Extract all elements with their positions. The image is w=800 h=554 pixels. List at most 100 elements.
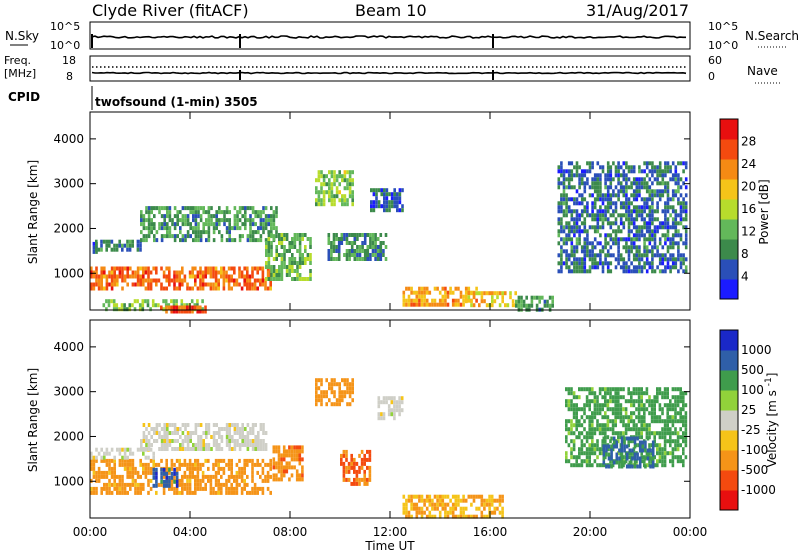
- power-cell-13: [627, 209, 631, 214]
- velocity-cell-9: [596, 455, 599, 460]
- velocity-cell-0: [123, 482, 127, 487]
- velocity-cell-3: [246, 435, 250, 439]
- power-cell-13: [570, 217, 574, 222]
- power-cell-13: [617, 245, 620, 250]
- velocity-cell-0: [264, 478, 267, 483]
- power-cell-5: [145, 210, 148, 215]
- power-cell-13: [630, 165, 633, 170]
- velocity-cell-0: [212, 490, 215, 495]
- power-cell-13: [599, 193, 602, 198]
- velocity-cell-9: [596, 399, 599, 404]
- power-cell-13: [612, 177, 615, 182]
- power-cell-0: [110, 266, 114, 271]
- velocity-cell-3: [228, 447, 231, 451]
- velocity-cell-3: [192, 447, 195, 451]
- power-cell-12: [538, 299, 541, 304]
- velocity-cell-6: [355, 461, 359, 466]
- power-cell-0: [162, 270, 166, 275]
- velocity-cell-3: [160, 443, 164, 447]
- velocity-cell-3: [264, 447, 268, 451]
- power-cell-4: [110, 247, 114, 252]
- power-cell-0: [222, 278, 226, 283]
- power-cell-13: [614, 173, 618, 178]
- power-cell-13: [606, 201, 610, 206]
- velocity-cell-0: [144, 474, 148, 479]
- velocity-cell-0: [157, 482, 161, 487]
- velocity-colorbar-label-tail: ]: [765, 373, 779, 378]
- power-cell-0: [105, 278, 109, 283]
- velocity-cell-3: [142, 447, 146, 451]
- power-cell-7: [328, 178, 331, 183]
- power-cell-2: [196, 305, 199, 310]
- power-cell-11: [480, 299, 484, 304]
- power-cell-12: [546, 303, 549, 308]
- power-cell-13: [614, 233, 618, 238]
- velocity-cell-0: [209, 478, 213, 483]
- power-cell-0: [201, 286, 205, 291]
- velocity-cell-7: [393, 412, 396, 417]
- power-cell-9: [390, 204, 394, 209]
- power-cell-4: [113, 247, 116, 252]
- power-cell-0: [121, 278, 124, 283]
- velocity-cell-7: [390, 412, 394, 417]
- power-cell-13: [562, 177, 566, 182]
- velocity-cell-0: [214, 490, 218, 495]
- power-cell-13: [560, 253, 563, 258]
- power-cell-4: [136, 247, 140, 252]
- power-cell-13: [573, 261, 576, 266]
- velocity-y-tick-label-0: 1000: [53, 474, 84, 488]
- velocity-cell-2: [126, 447, 129, 452]
- power-cell-2: [183, 309, 186, 314]
- velocity-cell-0: [136, 474, 140, 479]
- velocity-cell-3: [225, 435, 229, 439]
- velocity-cell-9: [658, 451, 662, 456]
- power-cell-13: [601, 225, 605, 230]
- velocity-cell-8: [410, 494, 413, 499]
- velocity-cell-9: [570, 391, 573, 396]
- power-cell-5: [233, 222, 237, 227]
- power-cell-5: [228, 226, 231, 231]
- power-cell-13: [666, 229, 670, 234]
- velocity-cell-0: [194, 474, 197, 479]
- velocity-cell-0: [110, 458, 114, 463]
- power-cell-6: [298, 261, 302, 265]
- velocity-cell-9: [614, 411, 617, 416]
- power-cell-5: [202, 210, 205, 215]
- velocity-cell-10: [610, 452, 613, 457]
- velocity-cell-3: [207, 431, 211, 435]
- power-cell-8: [379, 249, 383, 253]
- velocity-cell-3: [160, 447, 164, 451]
- power-cell-5: [259, 210, 263, 215]
- velocity-cell-0: [188, 490, 192, 495]
- velocity-cell-0: [121, 490, 124, 495]
- velocity-cell-0: [108, 470, 111, 475]
- power-cell-7: [338, 174, 341, 179]
- velocity-cell-9: [570, 455, 573, 460]
- power-cell-13: [593, 257, 597, 262]
- velocity-cell-10: [610, 456, 613, 461]
- power-cell-13: [604, 217, 607, 222]
- velocity-cell-0: [113, 462, 116, 467]
- power-cell-10: [431, 298, 434, 303]
- velocity-cell-9: [640, 387, 643, 392]
- power-cell-13: [630, 229, 633, 234]
- velocity-cell-3: [171, 439, 174, 443]
- power-cell-13: [601, 169, 605, 174]
- power-cell-13: [575, 261, 579, 266]
- velocity-cell-9: [663, 459, 667, 464]
- power-cell-6: [309, 253, 312, 257]
- velocity-cell-3: [212, 443, 216, 447]
- power-cell-6: [304, 277, 307, 281]
- power-cell-13: [648, 189, 652, 194]
- velocity-cell-10: [618, 460, 621, 465]
- power-cell-0: [95, 274, 98, 279]
- power-cell-13: [580, 209, 584, 214]
- power-cell-13: [560, 257, 563, 262]
- power-cell-10: [415, 298, 419, 303]
- power-cell-0: [100, 266, 103, 271]
- power-cell-1: [112, 303, 116, 308]
- power-cell-13: [651, 221, 654, 226]
- velocity-cell-10: [610, 436, 613, 441]
- power-cell-5: [236, 222, 239, 227]
- power-cell-5: [270, 218, 273, 223]
